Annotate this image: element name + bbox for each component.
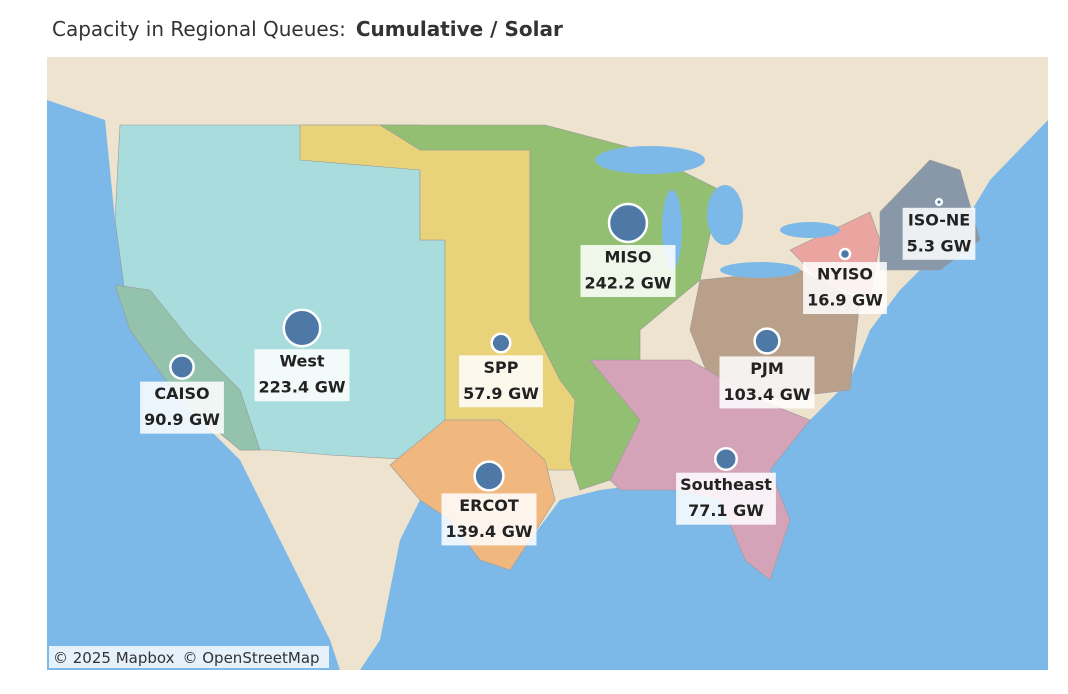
- bubble: [473, 460, 505, 492]
- bubble: [607, 202, 649, 244]
- lake: [707, 185, 743, 245]
- region-value: 242.2 GW: [585, 273, 672, 292]
- region-value: 103.4 GW: [724, 385, 811, 404]
- attribution: © 2025 Mapbox © OpenStreetMap: [53, 649, 320, 667]
- label-bg: [902, 207, 976, 260]
- region-value: 57.9 GW: [463, 384, 539, 403]
- region-value: 90.9 GW: [144, 410, 220, 429]
- region-name: PJM: [750, 359, 784, 378]
- lake: [780, 222, 840, 238]
- attribution-mapbox: © 2025 Mapbox: [53, 649, 175, 667]
- bubble: [490, 332, 512, 354]
- bubble: [753, 327, 781, 355]
- bubble: [169, 354, 195, 380]
- label-bg: [803, 262, 887, 315]
- label-bg: [459, 355, 543, 408]
- region-name: ERCOT: [459, 496, 519, 515]
- label-bg: [580, 244, 676, 297]
- region-value: 223.4 GW: [259, 378, 346, 397]
- bubble: [934, 197, 944, 207]
- region-name: Southeast: [680, 475, 772, 494]
- region-name: SPP: [484, 358, 519, 377]
- label-bg: [719, 356, 815, 409]
- bubble: [714, 447, 738, 471]
- bubble: [838, 247, 852, 261]
- label-bg: [676, 472, 776, 525]
- map: [47, 57, 1048, 670]
- label-bg: [441, 493, 537, 546]
- label-bg: [140, 381, 224, 434]
- title-main: Capacity in Regional Queues:: [52, 17, 346, 41]
- region-value: 77.1 GW: [688, 501, 764, 520]
- region-value: 139.4 GW: [446, 522, 533, 541]
- lake: [720, 262, 800, 278]
- lake: [595, 146, 705, 174]
- region-name: CAISO: [154, 384, 209, 403]
- region-name: ISO-NE: [908, 210, 970, 229]
- region-value: 5.3 GW: [907, 236, 972, 255]
- bubble: [282, 308, 322, 348]
- bubbles: CAISO 90.9 GW West 223.4 GW SPP 57.9 GW ERCOT 1…: [140, 197, 976, 546]
- attribution-bg: [49, 646, 329, 668]
- region-name: NYISO: [817, 265, 873, 284]
- title: Capacity in Regional Queues: Cumulative /…: [52, 17, 563, 41]
- attribution-osm: © OpenStreetMap: [182, 649, 319, 667]
- label-bg: [254, 349, 350, 402]
- title-emphasis: Cumulative / Solar: [356, 17, 563, 41]
- region-name: West: [279, 352, 324, 371]
- region-value: 16.9 GW: [807, 291, 883, 310]
- region-name: MISO: [605, 247, 652, 266]
